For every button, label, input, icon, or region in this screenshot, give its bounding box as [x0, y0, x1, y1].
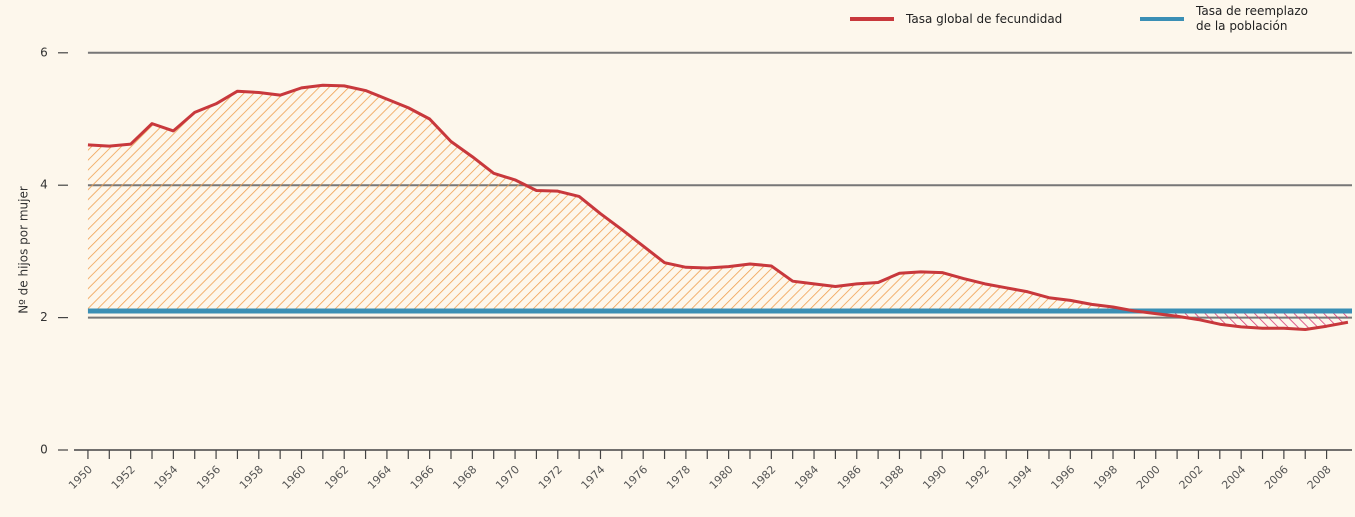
y-tick-label: 6 [40, 45, 48, 59]
x-tick-label: 1966 [408, 463, 437, 492]
x-tick-label: 1958 [237, 463, 266, 492]
area-above [87, 85, 1348, 311]
x-tick-label: 1982 [749, 463, 778, 492]
x-tick-label: 1964 [365, 463, 394, 492]
x-tick-label: 1954 [151, 463, 180, 492]
x-tick-label: 1976 [621, 463, 650, 492]
x-tick-label: 1952 [109, 463, 138, 492]
legend-item: Tasa de reemplazo de la población [1140, 4, 1326, 34]
x-tick-label: 1970 [493, 463, 522, 492]
legend-swatch [850, 17, 894, 21]
x-tick-label: 1956 [194, 463, 223, 492]
x-tick-label: 1978 [664, 463, 693, 492]
x-tick-label: 1996 [1048, 463, 1077, 492]
area-below [1134, 310, 1348, 330]
legend-swatch [1140, 17, 1184, 21]
x-tick-label: 1972 [536, 463, 565, 492]
x-tick-label: 2002 [1177, 463, 1206, 492]
x-tick-label: 1998 [1091, 463, 1120, 492]
x-tick-label: 2008 [1305, 463, 1334, 492]
x-tick-label: 2000 [1134, 463, 1163, 492]
legend-label: Tasa global de fecundidad [906, 12, 1063, 26]
legend-label: Tasa de reemplazo de la población [1196, 4, 1309, 33]
x-tick-label: 2006 [1262, 463, 1291, 492]
x-tick-label: 1994 [1006, 463, 1035, 492]
x-tick-label: 1962 [322, 463, 351, 492]
x-tick-label: 1988 [878, 463, 907, 492]
x-tick-label: 1960 [280, 463, 309, 492]
legend-item: Tasa global de fecundidad [850, 12, 1062, 26]
x-tick-label: 2004 [1219, 463, 1248, 492]
x-tick-label: 1974 [579, 463, 608, 492]
x-tick-label: 1980 [707, 463, 736, 492]
x-tick-label: 1986 [835, 463, 864, 492]
x-tick-label: 1968 [450, 463, 479, 492]
y-tick-label: 0 [40, 443, 48, 457]
x-tick-label: 1990 [920, 463, 949, 492]
x-tick-label: 1992 [963, 463, 992, 492]
line [87, 83, 1349, 332]
y-tick-label: 2 [40, 310, 48, 324]
x-tick-label: 1950 [66, 463, 95, 492]
y-axis-label: Nº de hijos por mujer [17, 186, 31, 314]
y-tick-label: 4 [40, 178, 48, 192]
x-tick-label: 1984 [792, 463, 821, 492]
